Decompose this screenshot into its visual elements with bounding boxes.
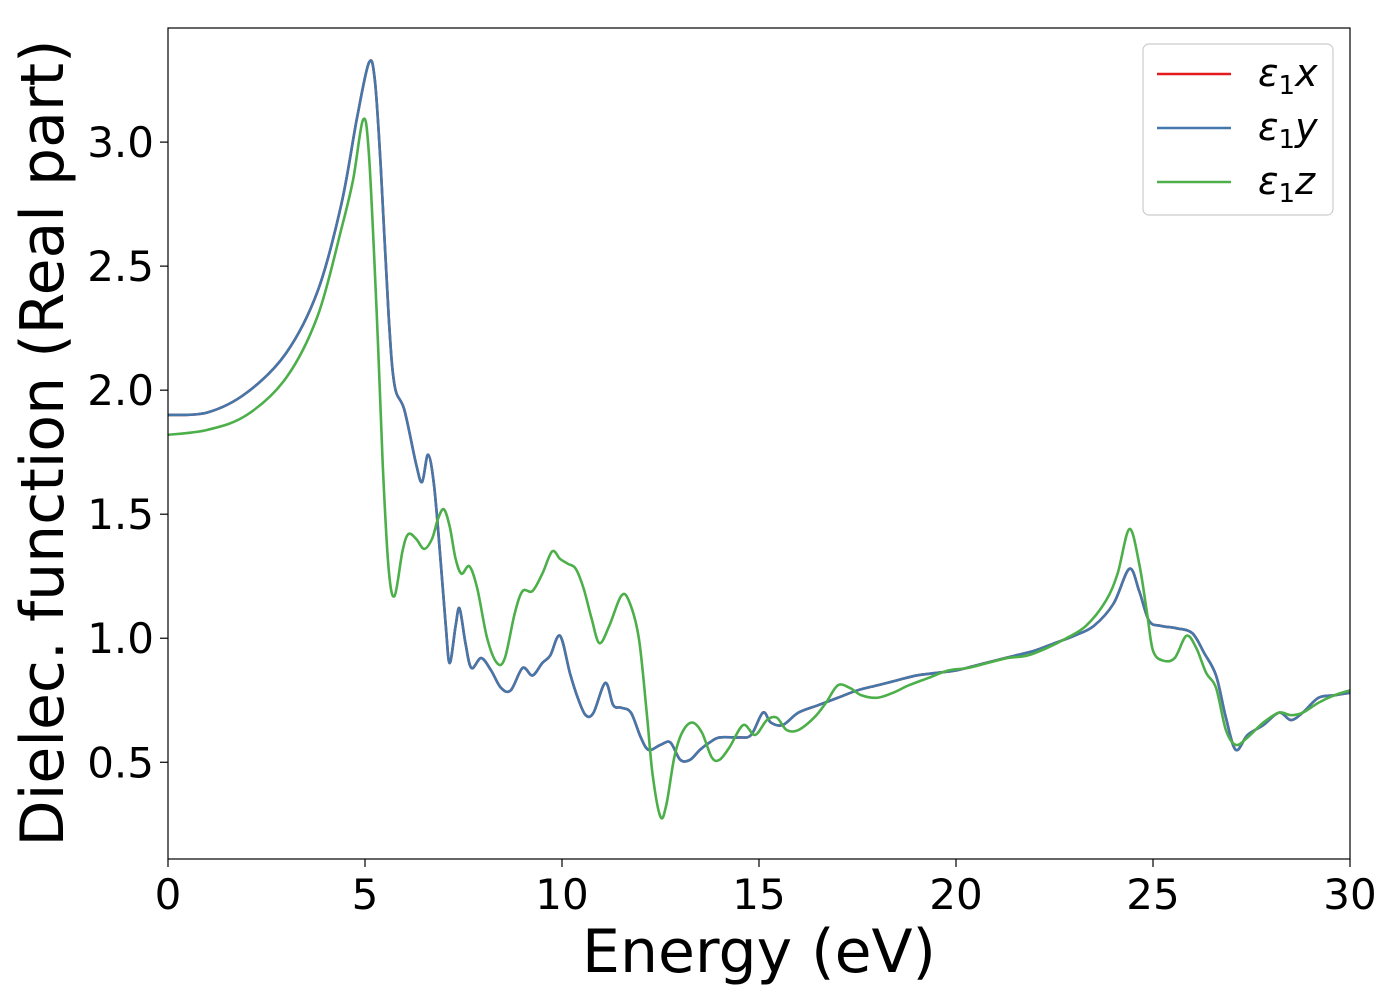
series-layer <box>168 59 1350 820</box>
x-tick-label: 25 <box>1126 870 1179 919</box>
legend-label-y: ε1y <box>1258 105 1318 155</box>
x-axis: 0 5 10 15 20 25 30 <box>155 859 1377 919</box>
x-axis-title: Energy (eV) <box>582 917 936 987</box>
legend-frame <box>1142 43 1334 216</box>
x-tick-label: 5 <box>352 870 379 919</box>
x-tick-label: 0 <box>155 870 182 919</box>
series-line-z <box>168 117 1350 820</box>
y-axis-title: Dielec. function (Real part) <box>8 40 78 847</box>
y-tick-label: 2.0 <box>87 366 154 415</box>
y-tick-label: 1.0 <box>87 614 154 663</box>
y-tick-label: 2.5 <box>87 242 154 291</box>
legend-label-z: ε1z <box>1258 159 1316 209</box>
y-tick-label: 1.5 <box>87 490 154 539</box>
x-tick-label: 20 <box>929 870 982 919</box>
y-tick-label: 3.0 <box>87 118 154 167</box>
y-tick-label: 0.5 <box>87 738 154 787</box>
x-tick-label: 30 <box>1323 870 1376 919</box>
x-tick-label: 10 <box>535 870 588 919</box>
y-axis: 0.5 1.0 1.5 2.0 2.5 3.0 <box>87 118 168 787</box>
legend-label-x: ε1x <box>1258 51 1318 101</box>
x-tick-label: 15 <box>732 870 785 919</box>
